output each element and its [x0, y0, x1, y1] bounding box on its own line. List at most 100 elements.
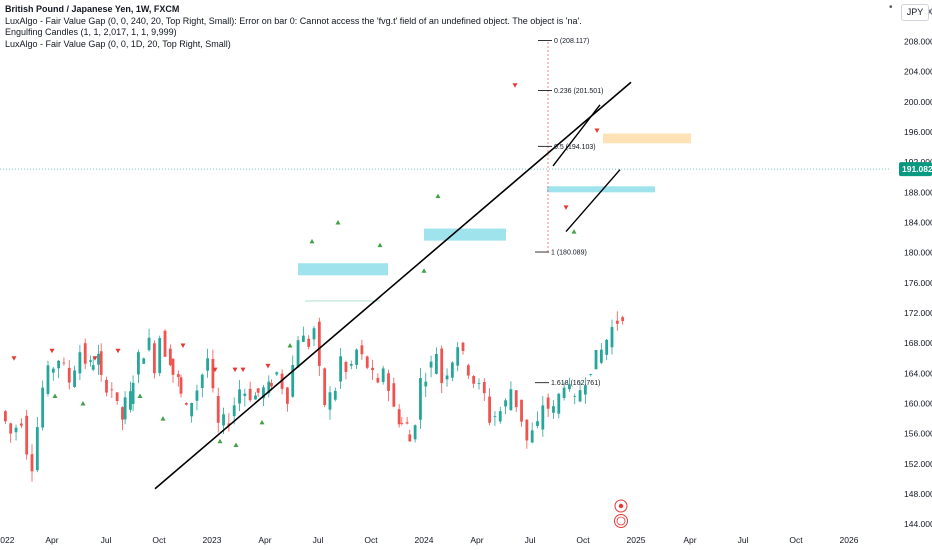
currency-unit-button[interactable]: JPY: [901, 4, 929, 21]
candle-body: [514, 390, 518, 408]
candle-body: [110, 389, 114, 391]
candle-body: [97, 353, 100, 365]
indicator-engulfing[interactable]: Engulfing Candles (1, 1, 2,017, 1, 1, 9,…: [5, 27, 177, 37]
candle-body: [227, 423, 231, 426]
fib-level-label: 1 (180.089): [551, 250, 587, 257]
candle-body: [493, 415, 497, 417]
candle-body: [129, 391, 132, 410]
candle-body: [4, 411, 7, 422]
candle-body: [123, 397, 127, 420]
candle-body: [355, 349, 358, 365]
candle-body: [262, 387, 265, 399]
candle-body: [504, 400, 507, 407]
candle-body: [392, 383, 396, 407]
y-tick-label: 144.000: [904, 519, 932, 529]
last-price-label: 191.082: [902, 164, 932, 174]
candle-body: [222, 414, 225, 426]
candle-body: [211, 358, 215, 389]
candle-body: [317, 321, 321, 366]
candle-body: [440, 348, 444, 384]
candle-body: [147, 337, 151, 351]
candle-body: [200, 374, 204, 388]
wedge-lower-line: [565, 169, 621, 233]
candle-body: [339, 356, 343, 382]
candle-body: [30, 454, 34, 472]
candle-body: [121, 407, 124, 420]
trend-line-long: [154, 81, 632, 490]
candle-body: [472, 376, 476, 384]
y-tick-label: 152.000: [904, 459, 932, 469]
engulfing-bear-marker: [11, 356, 17, 361]
candle-body: [435, 353, 438, 374]
candle-body: [445, 375, 449, 380]
candle-body: [605, 339, 609, 355]
candle-body: [349, 364, 353, 366]
candle-body: [461, 342, 465, 351]
candle-body: [573, 396, 577, 397]
engulfing-bull-marker: [335, 220, 341, 225]
y-tick-label: 148.000: [904, 489, 932, 499]
candle-body: [456, 347, 460, 366]
candle-body: [57, 360, 61, 369]
y-tick-label: 188.000: [904, 187, 932, 197]
candle-body: [238, 389, 241, 404]
y-tick-label: 172.000: [904, 308, 932, 318]
engulfing-bull-marker: [435, 193, 441, 199]
candle-body: [365, 356, 369, 368]
candle-body: [142, 358, 146, 364]
more-icon[interactable]: •: [889, 2, 893, 13]
candle-body: [51, 368, 55, 373]
candle-body: [405, 422, 409, 424]
candle-body: [413, 425, 417, 440]
candle-body: [371, 367, 374, 371]
engulfing-bear-marker: [512, 83, 518, 88]
candle-body: [610, 327, 614, 348]
candle-body: [158, 338, 162, 374]
engulfing-bull-marker: [52, 393, 58, 398]
candle-body: [589, 373, 593, 375]
x-tick-label: 2023: [203, 535, 222, 545]
x-tick-label: Oct: [152, 535, 166, 545]
x-tick-label: Apr: [258, 535, 271, 545]
candle-body: [25, 415, 29, 455]
candle-body: [62, 362, 66, 364]
candle-body: [621, 317, 625, 322]
candle-body: [267, 381, 271, 394]
candle-body: [206, 358, 209, 371]
engulfing-bull-marker: [137, 393, 143, 398]
candle-body: [419, 378, 422, 420]
candle-body: [557, 393, 561, 414]
x-tick-label: Jul: [313, 535, 324, 545]
engulfing-bull-marker: [259, 419, 265, 425]
x-tick-label: 2022: [0, 535, 15, 545]
engulfing-bear-marker: [265, 363, 271, 369]
engulfing-bear-marker: [563, 205, 569, 210]
fib-level-label: 0.236 (201.501): [554, 88, 603, 95]
candle-body: [323, 368, 327, 406]
candle-body: [270, 382, 273, 387]
candle-body: [131, 382, 135, 404]
candle-body: [115, 392, 119, 401]
indicator-fvg-1d[interactable]: LuxAlgo - Fair Value Gap (0, 0, 1D, 20, …: [5, 38, 231, 49]
fvg-bullish-zone: [547, 186, 655, 193]
candle-body: [9, 423, 13, 434]
x-tick-label: Oct: [789, 535, 803, 545]
candle-body: [254, 395, 257, 400]
candle-body: [488, 396, 492, 423]
candle-body: [400, 422, 404, 424]
candle-body: [450, 362, 454, 378]
candle-body: [466, 365, 470, 376]
engulfing-bear-marker: [240, 367, 246, 373]
y-tick-label: 184.000: [904, 218, 932, 228]
y-tick-label: 204.000: [904, 67, 932, 77]
candle-body: [536, 421, 539, 426]
x-tick-label: Oct: [576, 535, 590, 545]
candle-body: [232, 405, 236, 417]
candle-body: [498, 411, 502, 422]
candle-body: [482, 381, 486, 394]
legend: British Pound / Japanese Yen, 1W, FXCM L…: [5, 4, 582, 50]
indicator-fvg-240[interactable]: LuxAlgo - Fair Value Gap (0, 0, 240, 20,…: [5, 15, 582, 26]
engulfing-bull-marker: [287, 342, 293, 348]
engulfing-bear-marker: [49, 348, 55, 354]
